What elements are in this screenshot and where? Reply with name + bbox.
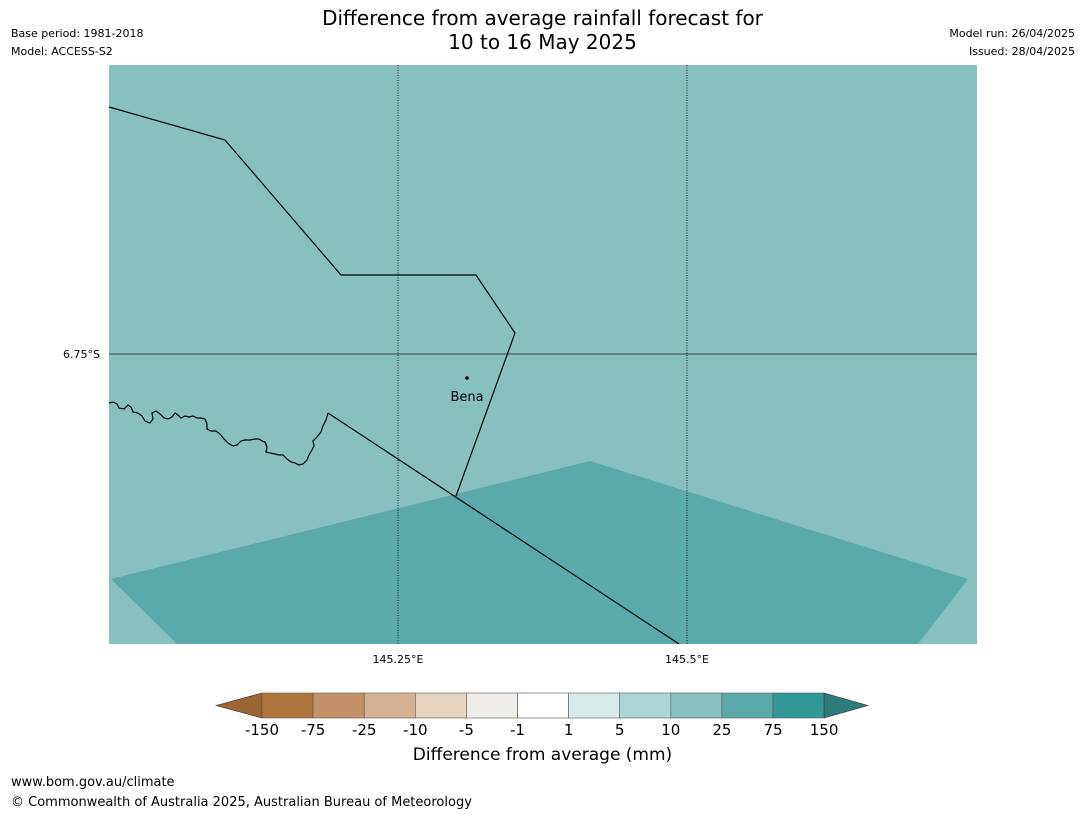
colorbar-tick-label: -1 [510, 721, 525, 739]
metadata-left: Base period: 1981-2018 Model: ACCESS-S2 [11, 25, 143, 61]
colorbar-tick-label: 10 [661, 721, 680, 739]
issued-text: Issued: 28/04/2025 [968, 45, 1075, 58]
colorbar-label: Difference from average (mm) [412, 745, 673, 765]
colorbar-swatch [772, 692, 825, 719]
footer-copyright: © Commonwealth of Australia 2025, Austra… [11, 795, 472, 810]
colorbar-swatch [568, 692, 620, 719]
colorbar-swatch [414, 692, 467, 719]
footer-url: www.bom.gov.au/climate [11, 775, 175, 790]
colorbar-tick-label: 1 [564, 721, 574, 739]
coastline [109, 401, 329, 466]
colorbar-swatch [261, 692, 314, 719]
colorbar-swatch [363, 692, 416, 719]
colorbar-tick-label: 150 [810, 721, 839, 739]
colorbar-swatch [670, 692, 723, 719]
latitude-label: 6.75°S [63, 348, 100, 361]
model-text: Model: ACCESS-S2 [11, 45, 113, 58]
title-line-1: Difference from average rainfall forecas… [322, 6, 763, 30]
colorbar-tick-label: 75 [763, 721, 782, 739]
colorbar-swatch [517, 692, 569, 719]
base-period-text: Base period: 1981-2018 [11, 27, 144, 40]
bena-label: Bena [450, 390, 483, 405]
colorbar-swatch [466, 692, 518, 719]
colorbar-tick-label: -10 [403, 721, 428, 739]
colorbar-tick-label: -75 [301, 721, 326, 739]
colorbar-extend-high [823, 692, 870, 719]
longitude-label: 145.25°E [373, 653, 424, 666]
map-title: Difference from average rainfall forecas… [0, 6, 1085, 54]
colorbar-tick-label: -150 [245, 721, 279, 739]
colorbar-tick-label: -5 [459, 721, 474, 739]
colorbar-tick-label: 25 [712, 721, 731, 739]
colorbar-tick-label: -25 [352, 721, 377, 739]
title-line-2: 10 to 16 May 2025 [448, 30, 637, 54]
colorbar-extend-low [214, 692, 263, 719]
metadata-right: Model run: 26/04/2025 Issued: 28/04/2025 [949, 25, 1075, 61]
model-run-text: Model run: 26/04/2025 [949, 27, 1075, 40]
colorbar-swatch [619, 692, 672, 719]
bena-town-marker [465, 376, 469, 380]
colorbar-swatch [721, 692, 774, 719]
longitude-label: 145.5°E [665, 653, 709, 666]
colorbar-tick-label: 5 [615, 721, 625, 739]
province-boundary [327, 412, 680, 644]
province-boundary [109, 106, 516, 497]
colorbar-swatch [312, 692, 365, 719]
